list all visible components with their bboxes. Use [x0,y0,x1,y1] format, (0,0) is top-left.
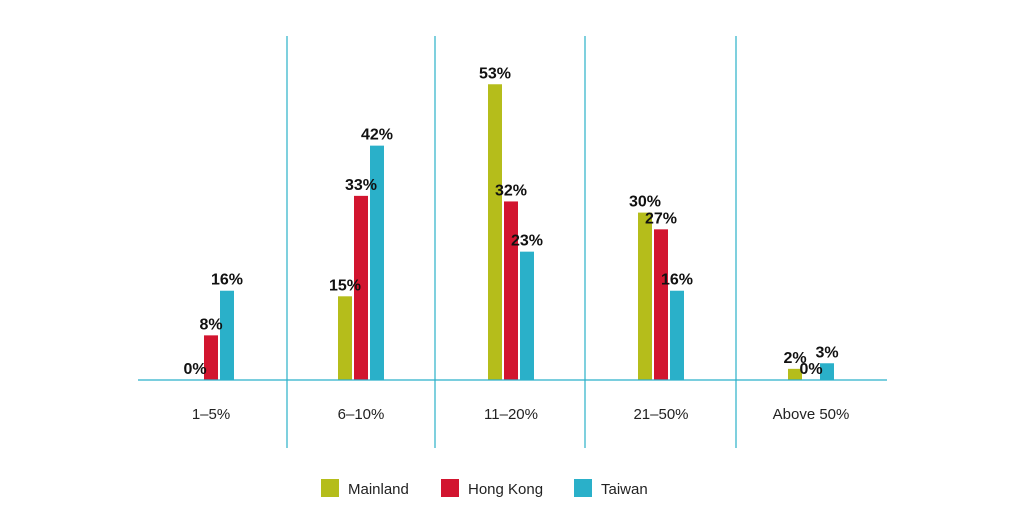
bar-mainland-11-20 [488,84,502,380]
bar-hong-kong-1-5 [204,335,218,380]
data-label-mainland-1-5: 0% [183,361,206,378]
legend-swatch-hong-kong [441,479,459,497]
bar-hong-kong-11-20 [504,201,518,380]
data-label-taiwan-11-20: 23% [511,233,543,250]
data-label-mainland-above-50: 2% [783,350,806,367]
bar-mainland-above-50 [788,368,802,380]
bar-taiwan-above-50 [820,363,834,380]
bar-taiwan-1-5 [220,290,234,380]
category-separators [286,36,737,448]
data-label-taiwan-1-5: 16% [211,272,243,289]
legend: Mainland Hong Kong Taiwan [321,479,648,498]
bar-hong-kong-21-50 [654,229,668,380]
x-axis-tick-labels: 1–5% 6–10% 11–20% 21–50% Above 50% [192,406,850,423]
data-label-hong-kong-above-50: 0% [799,361,822,378]
x-tick-label-1-5: 1–5% [192,406,230,423]
bar-hong-kong-6-10 [354,195,368,380]
data-labels: 0%8%16% 15%33%42%53%32%23%30%27%16%2%0%3% [183,65,838,378]
legend-label-hong-kong: Hong Kong [468,481,543,498]
data-label-mainland-6-10: 15% [329,277,361,294]
legend-swatch-taiwan [574,479,592,497]
legend-label-taiwan: Taiwan [601,481,648,498]
x-tick-label-6-10: 6–10% [338,406,385,423]
legend-swatch-mainland [321,479,339,497]
legend-label-mainland: Mainland [348,481,409,498]
legend-item-mainland: Mainland [321,479,409,498]
data-label-taiwan-21-50: 16% [661,272,693,289]
data-label-hong-kong-11-20: 32% [495,182,527,199]
bars [204,84,834,380]
data-label-taiwan-above-50: 3% [815,344,838,361]
bar-taiwan-21-50 [670,290,684,380]
x-tick-label-11-20: 11–20% [484,406,538,423]
x-tick-label-21-50: 21–50% [633,406,688,423]
legend-item-taiwan: Taiwan [574,479,648,498]
bar-taiwan-11-20 [520,251,534,380]
data-label-hong-kong-6-10: 33% [345,177,377,194]
bar-taiwan-6-10 [370,145,384,380]
legend-item-hong-kong: Hong Kong [441,479,543,498]
data-label-hong-kong-21-50: 27% [645,210,677,227]
data-label-mainland-11-20: 53% [479,65,511,82]
data-label-hong-kong-1-5: 8% [199,316,222,333]
data-label-taiwan-6-10: 42% [361,127,393,144]
x-tick-label-above-50: Above 50% [773,406,850,423]
data-label-mainland-21-50: 30% [629,194,661,211]
bar-mainland-6-10 [338,296,352,380]
bar-mainland-21-50 [638,212,652,380]
